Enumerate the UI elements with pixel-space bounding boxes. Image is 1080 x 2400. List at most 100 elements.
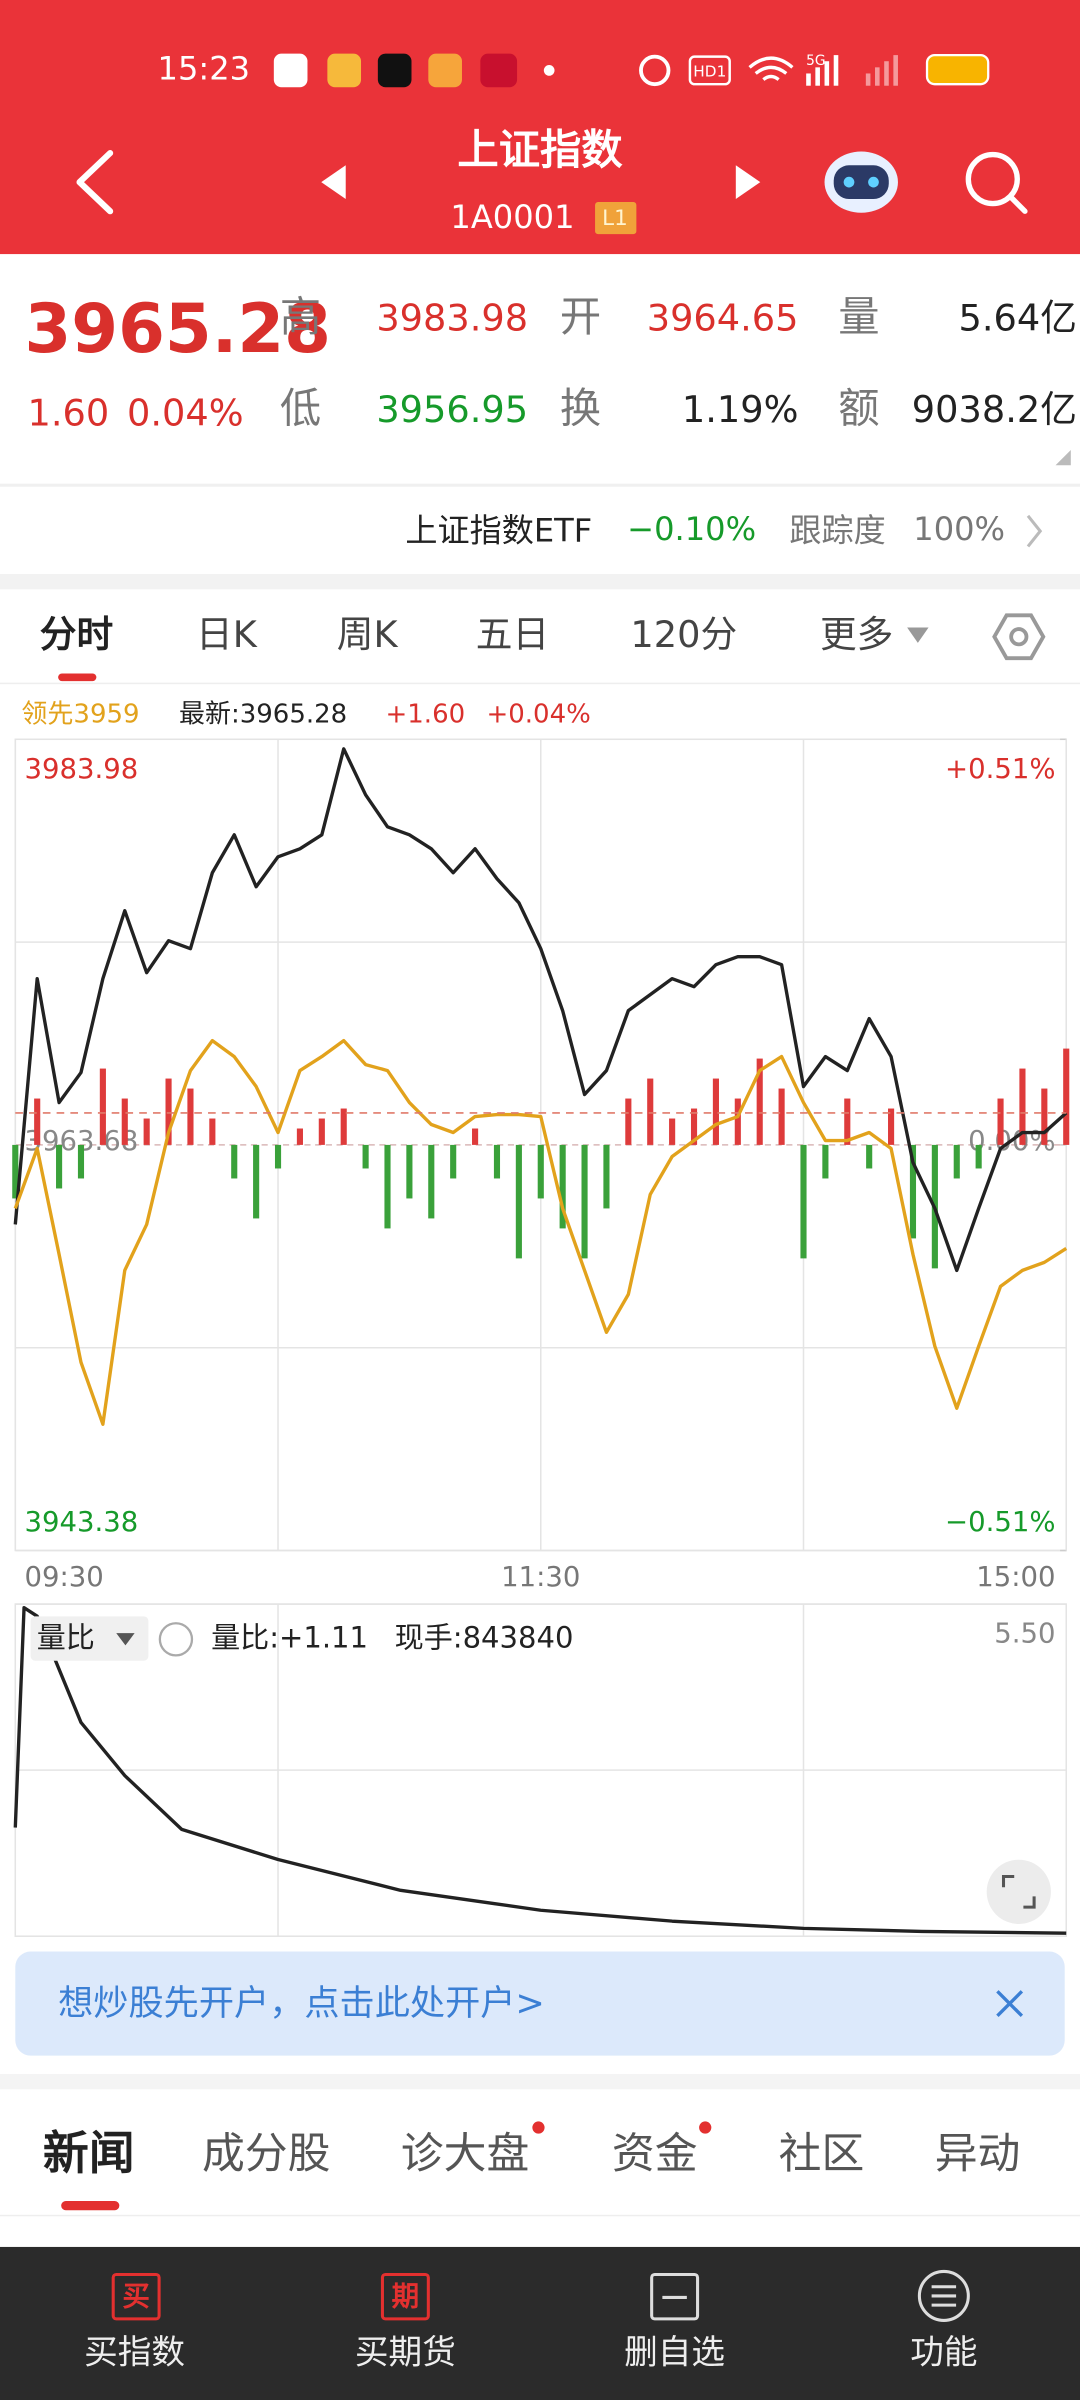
hd-icon [688, 55, 731, 86]
divider [0, 2073, 1080, 2090]
more-arrow [907, 627, 929, 643]
expand-corner[interactable] [1055, 450, 1071, 466]
news-tab[interactable]: 异动 [935, 2129, 1021, 2179]
news-tab[interactable]: 社区 [779, 2129, 865, 2179]
y2-tick-label: +0.51% [945, 753, 1055, 785]
bar [800, 1144, 807, 1259]
bar [712, 1078, 719, 1145]
bar [493, 1144, 501, 1179]
indicator-readout: 量比:+1.11 [211, 1620, 368, 1654]
series-line [13, 1606, 1067, 1935]
bar [975, 1144, 982, 1169]
bar [997, 1098, 1004, 1145]
bar [34, 1098, 41, 1145]
bar [1041, 1088, 1048, 1145]
bar [1019, 1068, 1026, 1145]
bar [340, 1108, 347, 1145]
indicator-select[interactable] [30, 1616, 149, 1661]
bar [253, 1144, 260, 1219]
bar [384, 1144, 391, 1229]
chart-tab[interactable]: 五日 [476, 613, 549, 656]
bar [56, 1144, 63, 1189]
stat-value: 5.64亿 [958, 296, 1076, 339]
help-icon[interactable] [158, 1622, 194, 1657]
etf-change: −0.10% [627, 510, 756, 548]
nav-icon [650, 2272, 700, 2321]
bar [472, 1128, 479, 1145]
stat-label: 换 [560, 385, 601, 433]
nav-icon-text: 买 [122, 2280, 150, 2312]
news-tab[interactable]: 成分股 [202, 2129, 330, 2179]
network-label: 5G [806, 53, 825, 69]
prev-button[interactable] [321, 165, 346, 199]
stat-label: 额 [838, 385, 879, 433]
track-label: 跟踪度 [789, 512, 885, 550]
etf-name[interactable]: 上证指数ETF [405, 512, 592, 550]
badge-dot [532, 2121, 545, 2134]
chart-tab[interactable]: 120分 [630, 613, 737, 656]
bar [537, 1144, 544, 1199]
open-account-banner[interactable] [15, 1951, 1065, 2056]
bar [12, 1144, 19, 1199]
tab-indicator [58, 673, 97, 682]
robot-button[interactable] [824, 151, 898, 213]
back-button[interactable] [76, 150, 114, 215]
search-button[interactable] [965, 151, 1028, 214]
bar [209, 1118, 216, 1145]
bar [909, 1144, 917, 1239]
status-app-icons [273, 53, 671, 88]
settings-button[interactable] [992, 613, 1046, 661]
news-tab[interactable]: 诊大盘 [401, 2129, 529, 2179]
change: 1.60 [28, 391, 110, 434]
settings-dot [1009, 627, 1029, 647]
bar [559, 1144, 566, 1229]
level-badge [595, 202, 637, 235]
nav-icon-text: 期 [392, 2280, 420, 2312]
bar [318, 1118, 325, 1145]
stat-label: 开 [560, 293, 601, 341]
bar [77, 1144, 85, 1179]
y-tick-label: 3983.98 [24, 753, 138, 785]
legend-change: +1.60 [385, 699, 465, 729]
banner-text[interactable]: 想炒股先开户，点击此处开户> [58, 1983, 545, 2024]
chart-tab[interactable]: 周K [337, 613, 399, 656]
track-value: 100% [913, 510, 1005, 548]
bar [953, 1144, 960, 1179]
nav-label[interactable]: 删自选 [624, 2333, 725, 2372]
nav-label[interactable]: 买期货 [355, 2333, 456, 2372]
news-tab[interactable]: 新闻 [43, 2126, 135, 2180]
news-tab[interactable]: 资金 [612, 2129, 698, 2179]
y-tick-label: 5.50 [994, 1618, 1055, 1650]
signal-icon [806, 55, 898, 86]
wifi-icon [748, 56, 794, 81]
chart-tab[interactable]: 日K [196, 613, 258, 656]
bar [888, 1108, 895, 1145]
stat-label: 量 [838, 293, 879, 341]
status-time: 15:23 [158, 49, 251, 87]
x-tick-label: 15:00 [976, 1561, 1055, 1593]
series-line [13, 747, 1068, 1273]
nav-icon [380, 2272, 430, 2321]
bar [581, 1144, 588, 1259]
divider [0, 682, 1080, 685]
bar [778, 1088, 785, 1145]
fullscreen-button[interactable] [986, 1859, 1051, 1924]
bar [756, 1058, 763, 1145]
nav-icon [111, 2272, 161, 2321]
chart-tab[interactable]: 分时 [40, 613, 113, 656]
next-button[interactable] [735, 165, 761, 199]
bar [822, 1144, 829, 1179]
stat-value: 3964.65 [647, 296, 799, 339]
etf-chevron[interactable] [1026, 514, 1043, 548]
banner-close[interactable] [996, 1990, 1024, 2018]
nav-label[interactable]: 功能 [910, 2333, 977, 2372]
battery-icon [925, 53, 990, 86]
series-line [13, 1038, 1068, 1426]
nav-icon [917, 2269, 970, 2322]
ratio-chart: 5.50 [13, 1603, 1067, 1935]
chart-tab[interactable]: 更多 [820, 613, 893, 656]
nav-label[interactable]: 买指数 [84, 2333, 185, 2372]
